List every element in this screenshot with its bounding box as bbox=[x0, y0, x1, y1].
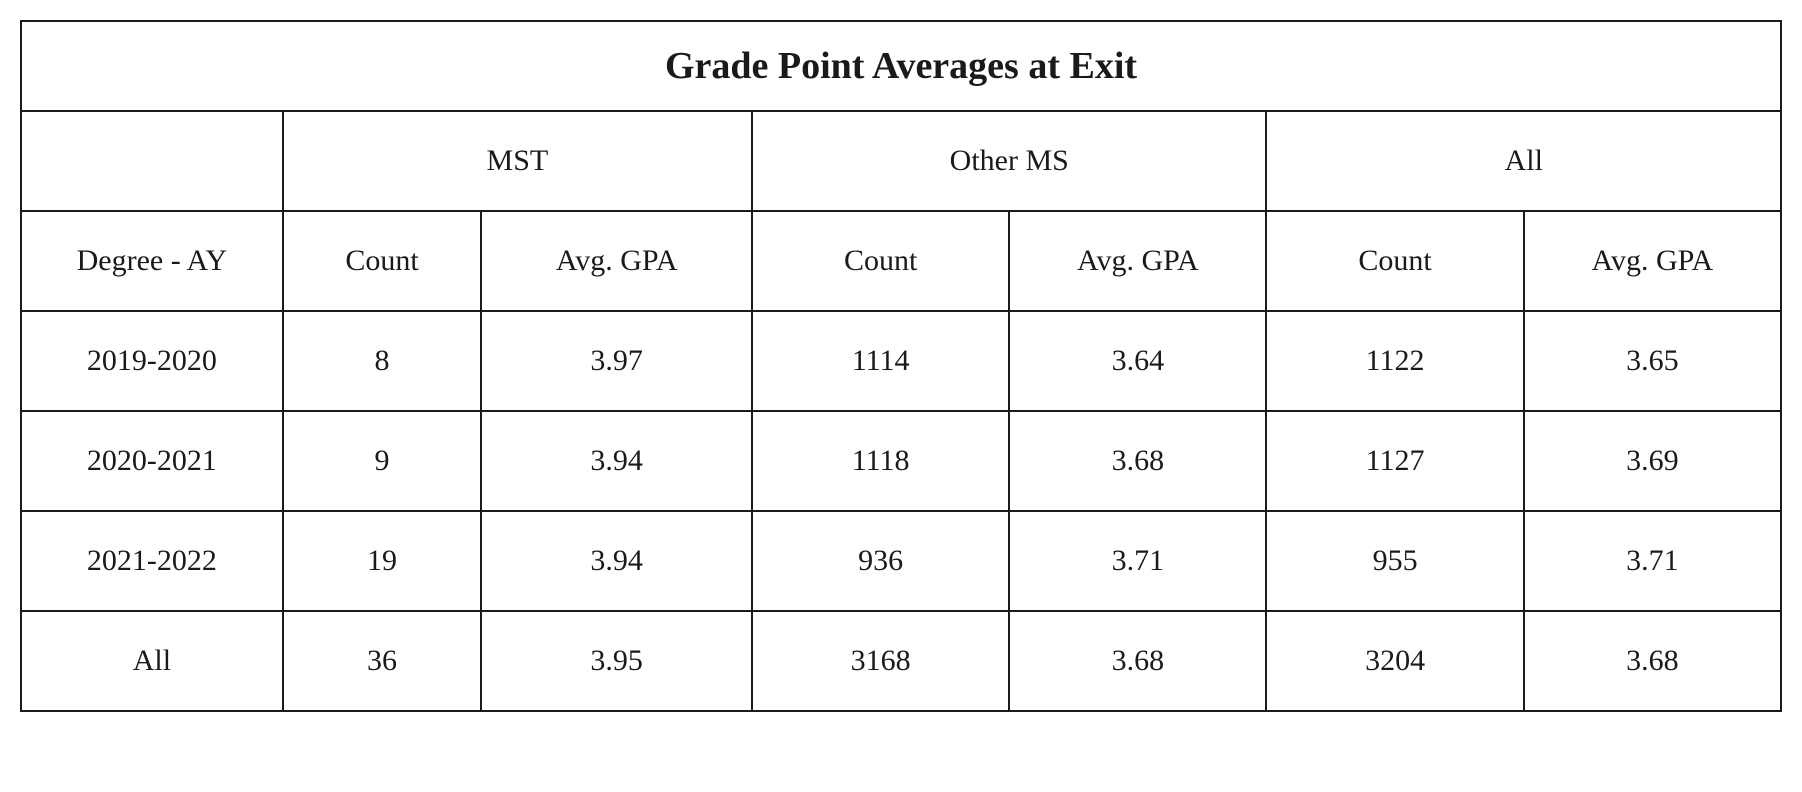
cell-all-gpa: 3.68 bbox=[1524, 611, 1781, 711]
cell-mst-count: 36 bbox=[283, 611, 482, 711]
cell-otherms-gpa: 3.64 bbox=[1009, 311, 1266, 411]
row-label-header: Degree - AY bbox=[21, 211, 283, 311]
subheader-otherms-count: Count bbox=[752, 211, 1009, 311]
subheader-all-count: Count bbox=[1266, 211, 1523, 311]
row-label: 2020-2021 bbox=[21, 411, 283, 511]
subheader-mst-count: Count bbox=[283, 211, 482, 311]
subheader-otherms-gpa: Avg. GPA bbox=[1009, 211, 1266, 311]
cell-otherms-count: 1114 bbox=[752, 311, 1009, 411]
cell-mst-gpa: 3.97 bbox=[481, 311, 752, 411]
cell-otherms-gpa: 3.68 bbox=[1009, 611, 1266, 711]
group-header-otherms: Other MS bbox=[752, 111, 1266, 211]
row-label: 2021-2022 bbox=[21, 511, 283, 611]
cell-all-gpa: 3.69 bbox=[1524, 411, 1781, 511]
title-row: Grade Point Averages at Exit bbox=[21, 21, 1781, 111]
gpa-table-container: Grade Point Averages at Exit MST Other M… bbox=[20, 20, 1782, 712]
group-header-blank bbox=[21, 111, 283, 211]
cell-otherms-gpa: 3.71 bbox=[1009, 511, 1266, 611]
table-title: Grade Point Averages at Exit bbox=[21, 21, 1781, 111]
cell-mst-count: 19 bbox=[283, 511, 482, 611]
cell-all-count: 955 bbox=[1266, 511, 1523, 611]
cell-all-count: 3204 bbox=[1266, 611, 1523, 711]
cell-mst-gpa: 3.95 bbox=[481, 611, 752, 711]
table-row: 2019-2020 8 3.97 1114 3.64 1122 3.65 bbox=[21, 311, 1781, 411]
cell-all-gpa: 3.71 bbox=[1524, 511, 1781, 611]
table-row: 2021-2022 19 3.94 936 3.71 955 3.71 bbox=[21, 511, 1781, 611]
group-header-all: All bbox=[1266, 111, 1781, 211]
cell-otherms-count: 3168 bbox=[752, 611, 1009, 711]
cell-all-gpa: 3.65 bbox=[1524, 311, 1781, 411]
cell-mst-gpa: 3.94 bbox=[481, 411, 752, 511]
cell-otherms-gpa: 3.68 bbox=[1009, 411, 1266, 511]
cell-all-count: 1127 bbox=[1266, 411, 1523, 511]
subheader-all-gpa: Avg. GPA bbox=[1524, 211, 1781, 311]
subheader-row: Degree - AY Count Avg. GPA Count Avg. GP… bbox=[21, 211, 1781, 311]
table-row: All 36 3.95 3168 3.68 3204 3.68 bbox=[21, 611, 1781, 711]
cell-mst-count: 9 bbox=[283, 411, 482, 511]
cell-otherms-count: 936 bbox=[752, 511, 1009, 611]
cell-otherms-count: 1118 bbox=[752, 411, 1009, 511]
group-header-mst: MST bbox=[283, 111, 752, 211]
group-header-row: MST Other MS All bbox=[21, 111, 1781, 211]
cell-mst-gpa: 3.94 bbox=[481, 511, 752, 611]
subheader-mst-gpa: Avg. GPA bbox=[481, 211, 752, 311]
gpa-table: Grade Point Averages at Exit MST Other M… bbox=[20, 20, 1782, 712]
cell-all-count: 1122 bbox=[1266, 311, 1523, 411]
table-row: 2020-2021 9 3.94 1118 3.68 1127 3.69 bbox=[21, 411, 1781, 511]
row-label: 2019-2020 bbox=[21, 311, 283, 411]
row-label: All bbox=[21, 611, 283, 711]
cell-mst-count: 8 bbox=[283, 311, 482, 411]
